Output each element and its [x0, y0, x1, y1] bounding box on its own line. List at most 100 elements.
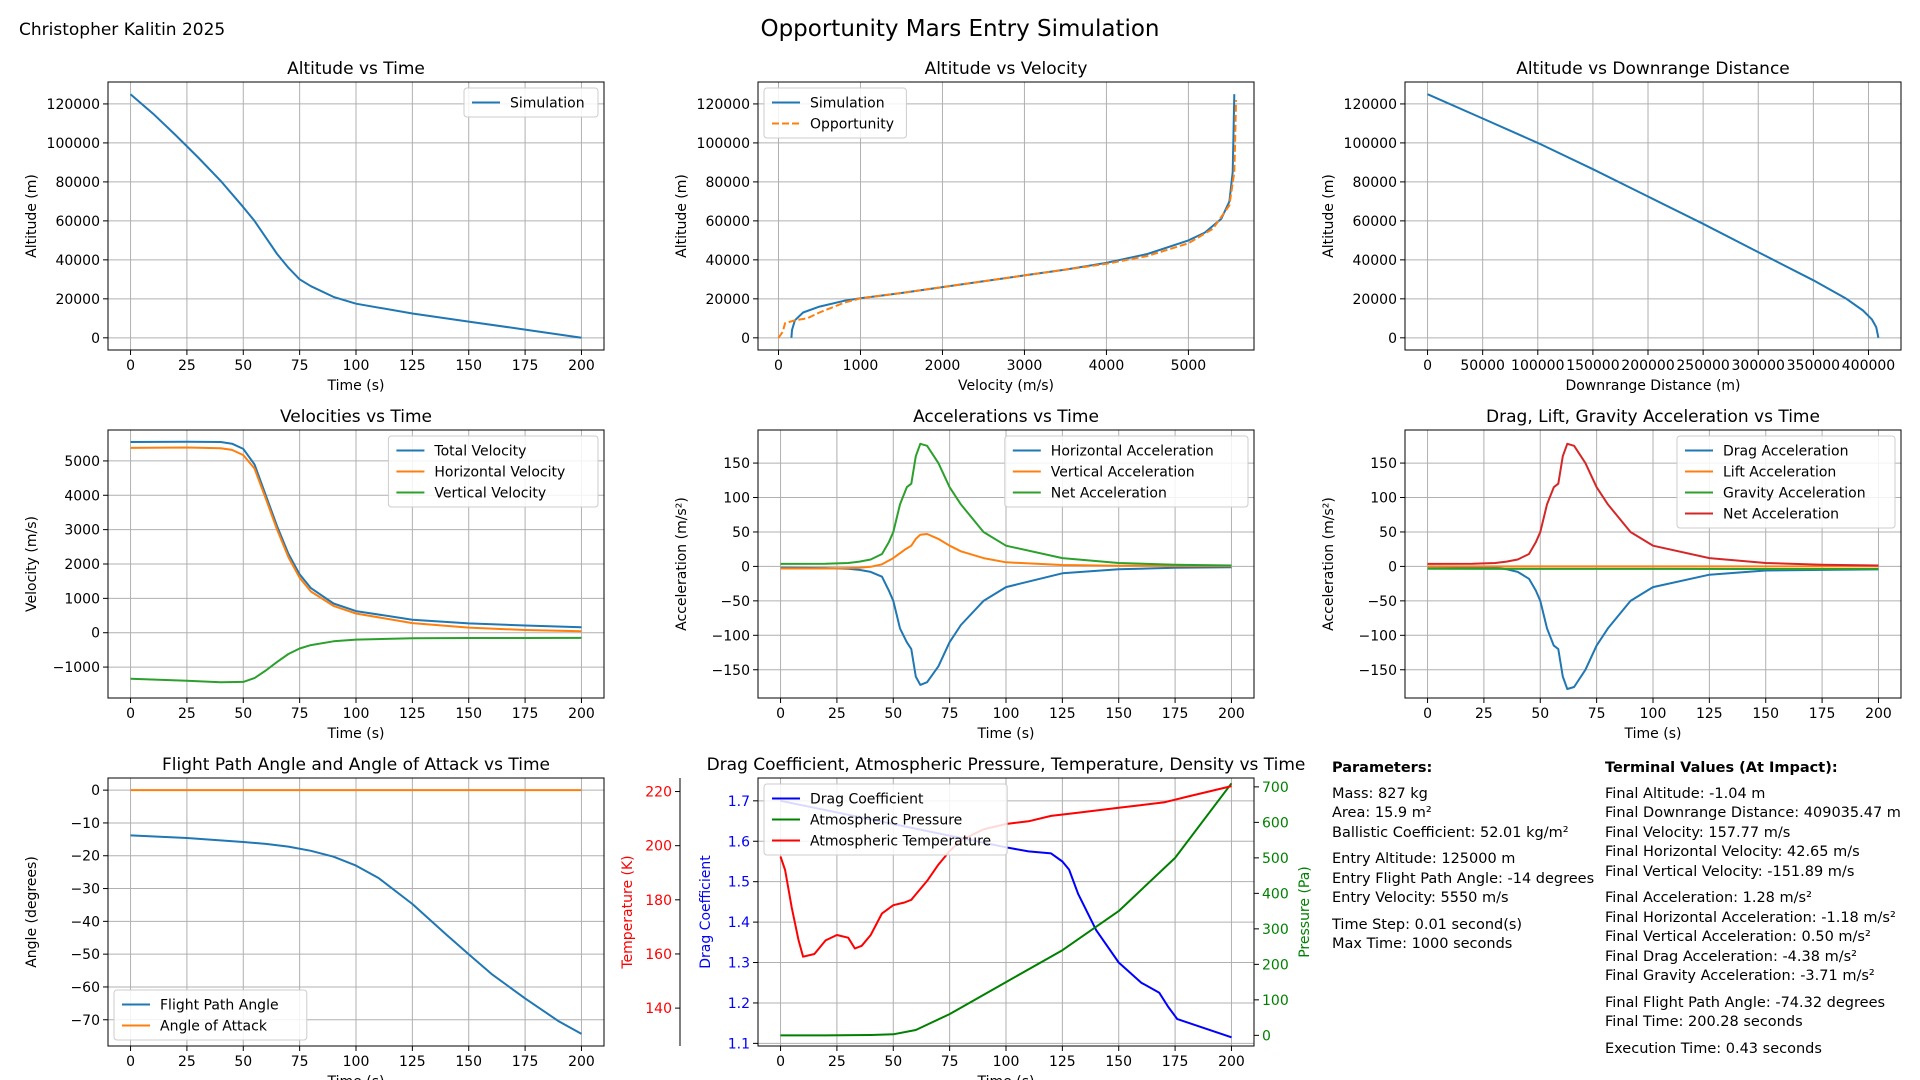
y-tick-label: 20000 — [1352, 292, 1397, 308]
terminal-line: Final Altitude: -1.04 m — [1605, 785, 1766, 802]
chart-2: 0 50000 100000 150000 200000 250000 300000 3500… — [1321, 59, 1902, 394]
y-tick-label: 1.3 — [728, 956, 750, 972]
y-tick-label: 100000 — [1344, 136, 1397, 152]
chart-6: 0 25 50 75 100 125 150 175 200 −70 −60 −50 −40 −30 −20… — [24, 755, 605, 1080]
param-line: Entry Velocity: 5550 m/s — [1332, 890, 1509, 906]
x-tick-label: 150000 — [1566, 358, 1619, 374]
left-y-axis-label: Temperature (K) — [620, 855, 636, 969]
chart-5: 0 25 50 75 100 125 150 175 200 −150 −100 −50 0 50 100 1… — [1321, 407, 1902, 742]
y-tick-label: 4000 — [64, 488, 100, 504]
terminal-line: Final Horizontal Acceleration: -1.18 m/s… — [1605, 909, 1896, 926]
param-line: Time Step: 0.01 second(s) — [1332, 916, 1523, 933]
terminal-line: Final Velocity: 157.77 m/s — [1605, 824, 1791, 841]
x-tick-label: 175 — [512, 358, 539, 374]
y-tick-label: 100000 — [47, 136, 100, 152]
terminal-line: Final Gravity Acceleration: -3.71 m/s² — [1605, 968, 1875, 984]
legend-label: Net Acceleration — [1051, 486, 1167, 502]
x-tick-label: 50 — [1531, 706, 1549, 722]
legend: Drag Coefficient Atmospheric Pressure Atmo… — [763, 783, 1008, 856]
x-tick-label: 50 — [234, 706, 252, 722]
y-tick-label: 40000 — [55, 253, 100, 269]
param-line: Area: 15.9 m² — [1332, 805, 1432, 821]
terminal-line: Final Acceleration: 1.28 m/s² — [1605, 890, 1812, 906]
y-tick-label: 1.4 — [728, 915, 750, 931]
x-axis-label: Time (s) — [977, 1074, 1035, 1080]
series-line-drag-coefficient — [780, 799, 1232, 1039]
x-tick-label: 175 — [1162, 1054, 1189, 1070]
legend-label: Drag Acceleration — [1723, 444, 1848, 460]
chart-1: 0 1000 2000 3000 4000 5000 0 20000 40000 60000 800… — [674, 59, 1255, 394]
right-y-axis-label: Pressure (Pa) — [1297, 866, 1313, 958]
y-tick-label: 60000 — [705, 214, 750, 230]
series-line-net-acceleration — [780, 442, 1232, 567]
terminal-group-exec: Execution Time: 0.43 seconds — [1605, 1040, 1901, 1060]
y-tick-label: −150 — [712, 663, 750, 679]
y-tick-label: 0 — [91, 626, 100, 642]
legend-label: Atmospheric Pressure — [810, 813, 962, 829]
left-y-tick-label: 180 — [645, 893, 672, 909]
y-tick-label: 80000 — [1352, 175, 1397, 191]
series-line-drag-acceleration — [1427, 565, 1879, 690]
x-tick-label: 0 — [126, 1054, 135, 1070]
legend-box — [463, 87, 599, 118]
x-tick-label: 3000 — [1007, 358, 1043, 374]
terminal-line: Execution Time: 0.43 seconds — [1605, 1040, 1822, 1057]
legend-label: Angle of Attack — [160, 1019, 268, 1035]
parameters-panel: Parameters: Mass: 827 kg Area: 15.9 m² B… — [1332, 759, 1594, 962]
y-tick-label: 1.7 — [728, 794, 750, 810]
y-tick-label: 5000 — [64, 454, 100, 470]
y-tick-label: 0 — [91, 783, 100, 799]
x-tick-label: 150 — [1105, 1054, 1132, 1070]
x-tick-label: 200000 — [1621, 358, 1674, 374]
legend-label: Vertical Acceleration — [1051, 465, 1195, 481]
x-axis-label: Velocity (m/s) — [958, 378, 1054, 394]
y-tick-label: 1.1 — [728, 1036, 750, 1052]
left-y-tick-label: 160 — [645, 947, 672, 963]
y-axis-label: Altitude (m) — [24, 174, 40, 258]
parameters-group-mass: Mass: 827 kg Area: 15.9 m² Ballistic Coe… — [1332, 785, 1594, 844]
chart-title: Accelerations vs Time — [913, 407, 1099, 427]
chart-title: Drag, Lift, Gravity Acceleration vs Time — [1486, 407, 1820, 427]
x-tick-label: 100 — [343, 1054, 370, 1070]
parameters-group-time: Time Step: 0.01 second(s) Max Time: 1000… — [1332, 916, 1594, 955]
legend-label: Net Acceleration — [1723, 507, 1839, 523]
legend-box — [113, 989, 308, 1041]
x-axis-label: Time (s) — [977, 726, 1035, 742]
legend: Simulation Opportunity — [763, 87, 907, 139]
x-tick-label: 125 — [1049, 706, 1076, 722]
chart-title: Altitude vs Downrange Distance — [1516, 59, 1790, 79]
legend-label: Lift Acceleration — [1723, 465, 1836, 481]
x-tick-label: 100000 — [1511, 358, 1564, 374]
y-tick-label: 0 — [741, 559, 750, 575]
legend-label: Total Velocity — [433, 444, 526, 460]
x-tick-label: 75 — [291, 1054, 309, 1070]
y-tick-label: 1.6 — [728, 834, 750, 850]
legend: Flight Path Angle Angle of Attack — [113, 989, 308, 1041]
series-line-net-acceleration — [1427, 442, 1879, 567]
x-tick-label: 175 — [1809, 706, 1836, 722]
x-tick-label: 25 — [828, 1054, 846, 1070]
legend: Horizontal Acceleration Vertical Accelera… — [1004, 435, 1249, 508]
x-tick-label: 200 — [1218, 1054, 1245, 1070]
x-tick-label: 175 — [1162, 706, 1189, 722]
y-tick-label: −100 — [712, 628, 750, 644]
chart-3: 0 25 50 75 100 125 150 175 200 −1000 0 1000 2000 3000… — [24, 407, 605, 742]
y-tick-label: 150 — [1370, 456, 1397, 472]
y-tick-label: 0 — [741, 331, 750, 347]
x-tick-label: 200 — [1218, 706, 1245, 722]
y-tick-label: 2000 — [64, 557, 100, 573]
series-line-total-velocity — [130, 440, 582, 629]
right-y-tick-label: 700 — [1262, 780, 1289, 796]
x-tick-label: 350000 — [1787, 358, 1840, 374]
right-y-tick-label: 200 — [1262, 957, 1289, 973]
axes-frame — [757, 81, 1255, 351]
x-tick-label: 0 — [1423, 358, 1432, 374]
left-y-tick-label: 140 — [645, 1001, 672, 1017]
author-credit: Christopher Kalitin 2025 — [19, 20, 226, 40]
y-axis-label: Altitude (m) — [674, 174, 690, 258]
x-tick-label: 50 — [234, 1054, 252, 1070]
x-tick-label: 125 — [1049, 1054, 1076, 1070]
legend-label: Simulation — [810, 96, 885, 112]
terminal-values-panel: Terminal Values (At Impact): Final Altit… — [1605, 759, 1901, 1066]
x-tick-label: 0 — [774, 358, 783, 374]
